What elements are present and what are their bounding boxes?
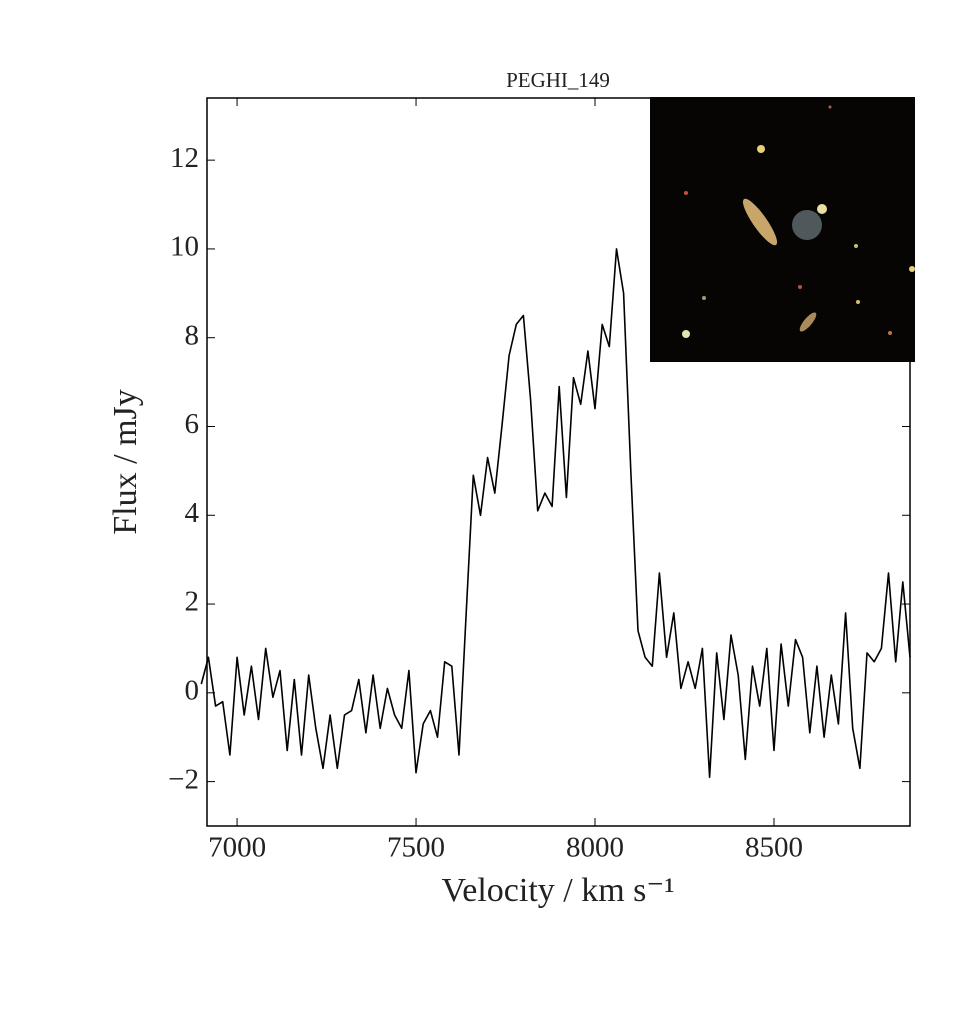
star [702, 296, 706, 300]
y-axis-label: Flux / mJy [107, 389, 144, 534]
star [888, 331, 892, 335]
y-tick-label: −2 [168, 763, 199, 795]
y-tick-label: 2 [185, 586, 200, 618]
y-tick-label: 12 [170, 142, 199, 174]
y-tick-label: 8 [185, 319, 200, 351]
star [684, 191, 688, 195]
x-tick-label: 7000 [208, 832, 266, 864]
galaxy [792, 210, 822, 240]
x-tick-label: 8000 [566, 832, 624, 864]
y-tick-label: 10 [170, 231, 199, 263]
y-tick-label: 4 [185, 497, 200, 529]
plot-frame [206, 97, 911, 827]
star [854, 244, 858, 248]
star [817, 204, 827, 214]
y-tick-label: 6 [185, 408, 200, 440]
spectrum-line [200, 248, 911, 778]
inset-background [650, 97, 915, 362]
star [828, 105, 832, 109]
star [757, 145, 765, 153]
star [682, 330, 690, 338]
chart-title: PEGHI_149 [506, 68, 610, 92]
star [798, 285, 802, 289]
x-tick-label: 7500 [387, 832, 445, 864]
y-tick-label: 0 [185, 674, 200, 706]
inset-image [650, 97, 915, 362]
x-axis-label: Velocity / km s⁻¹ [441, 872, 674, 909]
star [856, 300, 860, 304]
galaxy [799, 312, 817, 332]
star [909, 266, 915, 272]
x-tick-label: 8500 [745, 832, 803, 864]
galaxy [742, 198, 778, 246]
